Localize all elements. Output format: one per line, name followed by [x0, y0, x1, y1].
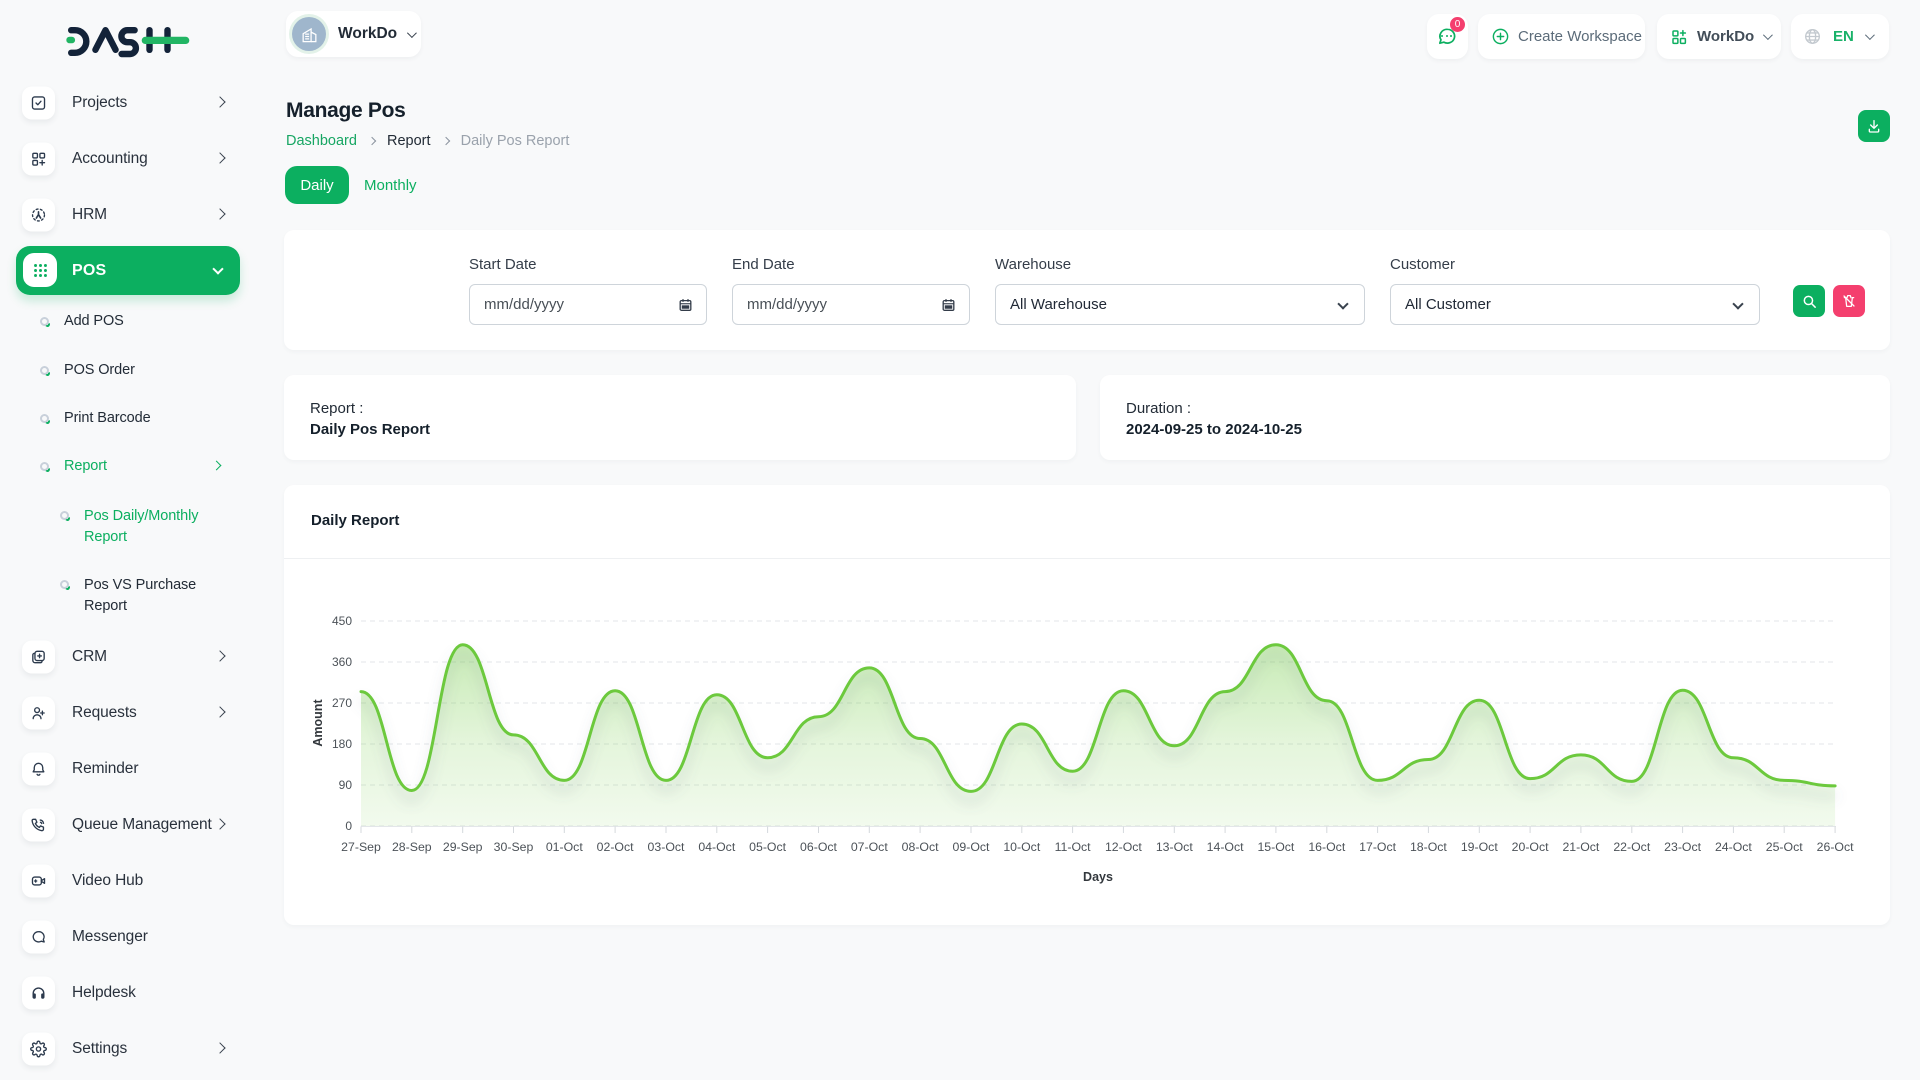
svg-text:270: 270	[332, 696, 352, 710]
svg-text:06-Oct: 06-Oct	[800, 840, 837, 854]
svg-text:10-Oct: 10-Oct	[1003, 840, 1040, 854]
svg-text:04-Oct: 04-Oct	[698, 840, 735, 854]
svg-text:15-Oct: 15-Oct	[1257, 840, 1294, 854]
svg-text:13-Oct: 13-Oct	[1156, 840, 1193, 854]
svg-text:09-Oct: 09-Oct	[953, 840, 990, 854]
svg-text:16-Oct: 16-Oct	[1308, 840, 1345, 854]
svg-text:23-Oct: 23-Oct	[1664, 840, 1701, 854]
svg-text:17-Oct: 17-Oct	[1359, 840, 1396, 854]
svg-text:24-Oct: 24-Oct	[1715, 840, 1752, 854]
svg-text:19-Oct: 19-Oct	[1461, 840, 1498, 854]
svg-text:05-Oct: 05-Oct	[749, 840, 786, 854]
svg-text:28-Sep: 28-Sep	[392, 840, 432, 854]
svg-text:14-Oct: 14-Oct	[1207, 840, 1244, 854]
svg-text:21-Oct: 21-Oct	[1562, 840, 1599, 854]
svg-text:11-Oct: 11-Oct	[1055, 840, 1092, 854]
svg-text:29-Sep: 29-Sep	[443, 840, 483, 854]
svg-text:90: 90	[339, 778, 353, 792]
svg-text:Days: Days	[1083, 870, 1113, 884]
svg-text:360: 360	[332, 655, 352, 669]
svg-text:12-Oct: 12-Oct	[1105, 840, 1142, 854]
svg-text:03-Oct: 03-Oct	[648, 840, 685, 854]
svg-text:450: 450	[332, 614, 352, 628]
svg-text:25-Oct: 25-Oct	[1766, 840, 1803, 854]
svg-text:0: 0	[345, 819, 352, 833]
svg-text:01-Oct: 01-Oct	[546, 840, 583, 854]
svg-text:Amount: Amount	[311, 699, 325, 747]
svg-text:07-Oct: 07-Oct	[851, 840, 888, 854]
svg-text:02-Oct: 02-Oct	[597, 840, 634, 854]
svg-text:30-Sep: 30-Sep	[494, 840, 534, 854]
svg-text:08-Oct: 08-Oct	[902, 840, 939, 854]
svg-text:22-Oct: 22-Oct	[1613, 840, 1650, 854]
svg-text:180: 180	[332, 737, 352, 751]
svg-text:27-Sep: 27-Sep	[341, 840, 381, 854]
svg-text:18-Oct: 18-Oct	[1410, 840, 1447, 854]
svg-text:20-Oct: 20-Oct	[1512, 840, 1549, 854]
svg-text:26-Oct: 26-Oct	[1817, 840, 1854, 854]
